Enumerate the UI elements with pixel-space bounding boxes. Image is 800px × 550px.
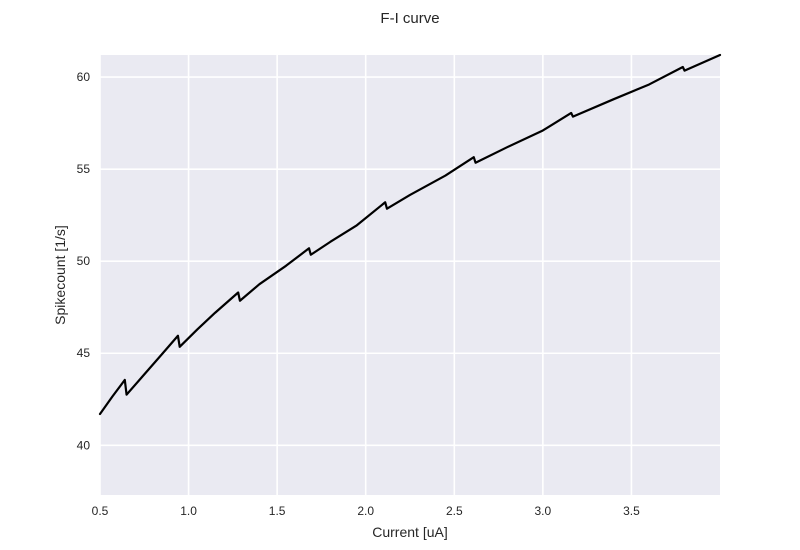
x-tick-label: 2.0 (357, 504, 374, 518)
plot-area (100, 55, 720, 495)
x-tick-label: 0.5 (92, 504, 109, 518)
y-tick-label: 60 (77, 70, 91, 84)
x-tick-label: 3.5 (623, 504, 640, 518)
y-tick-label: 55 (77, 162, 91, 176)
y-tick-label: 50 (77, 254, 91, 268)
x-axis-label: Current [uA] (372, 524, 447, 540)
x-tick-labels: 0.5 1.0 1.5 2.0 2.5 3.0 3.5 (92, 504, 640, 518)
x-tick-label: 1.5 (269, 504, 286, 518)
y-gridlines (100, 76, 720, 447)
x-tick-label: 1.0 (180, 504, 197, 518)
series-line (98, 53, 722, 416)
y-tick-labels: 40 45 50 55 60 (77, 70, 91, 452)
y-axis-label: Spikecount [1/s] (52, 225, 68, 325)
y-tick-label: 40 (77, 438, 91, 452)
x-gridlines (99, 55, 633, 495)
chart-title: F-I curve (380, 10, 439, 27)
x-tick-label: 2.5 (446, 504, 463, 518)
x-tick-label: 3.0 (535, 504, 552, 518)
y-tick-label: 45 (77, 346, 91, 360)
